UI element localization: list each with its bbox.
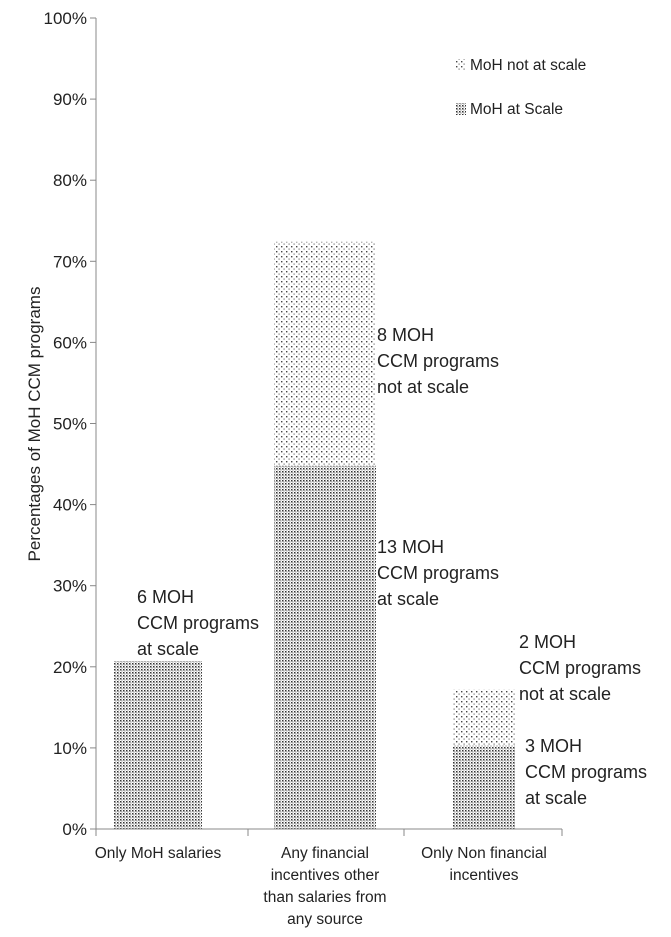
annotations: 6 MOH CCM programs at scale 8 MOH CCM progra…: [137, 325, 647, 808]
legend-label: MoH at Scale: [470, 101, 563, 118]
bar-annotation: 13 MOH CCM programs at scale: [377, 537, 499, 609]
bar-segment: [453, 745, 515, 829]
bar-segment: [274, 241, 376, 466]
bar-annotation: 8 MOH CCM programs not at scale: [377, 325, 499, 397]
x-category-label: Only MoH salaries: [95, 845, 222, 862]
y-tick-label: 70%: [53, 252, 87, 271]
x-axis: Only MoH salaries Any financial incentives…: [95, 828, 563, 928]
y-axis: 0% 10% 20% 30% 40% 50% 60% 70% 80% 90% 100%: [44, 9, 97, 839]
y-tick-label: 30%: [53, 577, 87, 596]
legend-label: MoH not at scale: [470, 57, 586, 74]
y-tick-label: 60%: [53, 333, 87, 352]
y-tick-label: 100%: [44, 9, 87, 28]
y-tick-label: 0%: [62, 820, 87, 839]
y-tick-label: 90%: [53, 90, 87, 109]
bar-annotation: 2 MOH CCM programs not at scale: [519, 632, 641, 704]
bar-segment: [114, 661, 202, 829]
bar-segment: [453, 689, 515, 746]
y-tick-label: 50%: [53, 415, 87, 434]
x-category-label: Any financial incentives other than salari…: [263, 845, 386, 928]
y-tick-label: 40%: [53, 496, 87, 515]
bar-segment: [274, 465, 376, 829]
y-tick-label: 20%: [53, 658, 87, 677]
y-tick-label: 10%: [53, 739, 87, 758]
bars: [114, 241, 515, 829]
bar-annotation: 3 MOH CCM programs at scale: [525, 736, 647, 808]
legend-swatch: [456, 103, 466, 115]
legend-swatch: [456, 59, 466, 71]
bar-annotation: 6 MOH CCM programs at scale: [137, 587, 259, 659]
x-category-label: Only Non financial incentives: [421, 845, 547, 884]
legend: MoH not at scale MoH at Scale: [456, 57, 586, 118]
y-axis-title: Percentages of MoH CCM programs: [25, 287, 44, 562]
y-tick-label: 80%: [53, 171, 87, 190]
